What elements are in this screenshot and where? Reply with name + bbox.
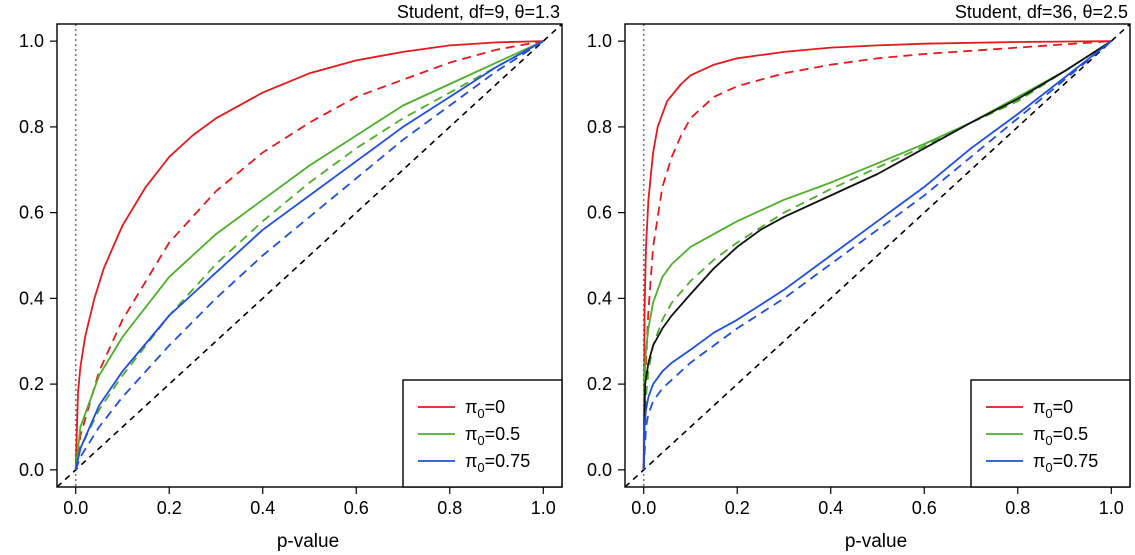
x-tick-label: 0.8 bbox=[437, 498, 462, 518]
chart-panel-right: Student, df=36, θ=2.5 p-value 0.0 0.2 0.4 0… bbox=[587, 2, 1130, 552]
y-tick-label: 0.8 bbox=[19, 117, 44, 137]
chart-title: Student, df=9, θ=1.3 bbox=[397, 2, 560, 22]
y-tick-label: 0.4 bbox=[19, 288, 44, 308]
chart-panel-left: Student, df=9, θ=1.3 p-value 0.0 0.2 0.4 0.… bbox=[19, 2, 562, 552]
x-tick-label: 0.6 bbox=[344, 498, 369, 518]
y-tick-label: 0.0 bbox=[587, 460, 612, 480]
y-tick-label: 0.0 bbox=[19, 460, 44, 480]
y-tick-label: 0.8 bbox=[587, 117, 612, 137]
y-tick-label: 1.0 bbox=[587, 31, 612, 51]
x-tick-label: 0.8 bbox=[1005, 498, 1030, 518]
legend: π0=0π0=0.5π0=0.75 bbox=[403, 380, 562, 487]
x-axis-label: p-value bbox=[277, 531, 339, 552]
x-tick-label: 1.0 bbox=[1099, 498, 1124, 518]
y-tick-label: 0.6 bbox=[19, 203, 44, 223]
x-tick-label: 0.2 bbox=[157, 498, 182, 518]
x-axis-label: p-value bbox=[845, 531, 907, 552]
y-tick-label: 0.2 bbox=[19, 374, 44, 394]
legend: π0=0π0=0.5π0=0.75 bbox=[971, 380, 1130, 487]
x-tick-label: 0.0 bbox=[631, 498, 656, 518]
chart-title: Student, df=36, θ=2.5 bbox=[955, 2, 1128, 22]
y-tick-label: 0.2 bbox=[587, 374, 612, 394]
x-tick-label: 0.6 bbox=[912, 498, 937, 518]
y-tick-label: 1.0 bbox=[19, 31, 44, 51]
y-tick-label: 0.6 bbox=[587, 203, 612, 223]
x-tick-label: 0.0 bbox=[63, 498, 88, 518]
x-tick-label: 1.0 bbox=[531, 498, 556, 518]
x-tick-label: 0.4 bbox=[250, 498, 275, 518]
y-tick-label: 0.4 bbox=[587, 288, 612, 308]
x-tick-label: 0.2 bbox=[725, 498, 750, 518]
x-tick-label: 0.4 bbox=[818, 498, 843, 518]
